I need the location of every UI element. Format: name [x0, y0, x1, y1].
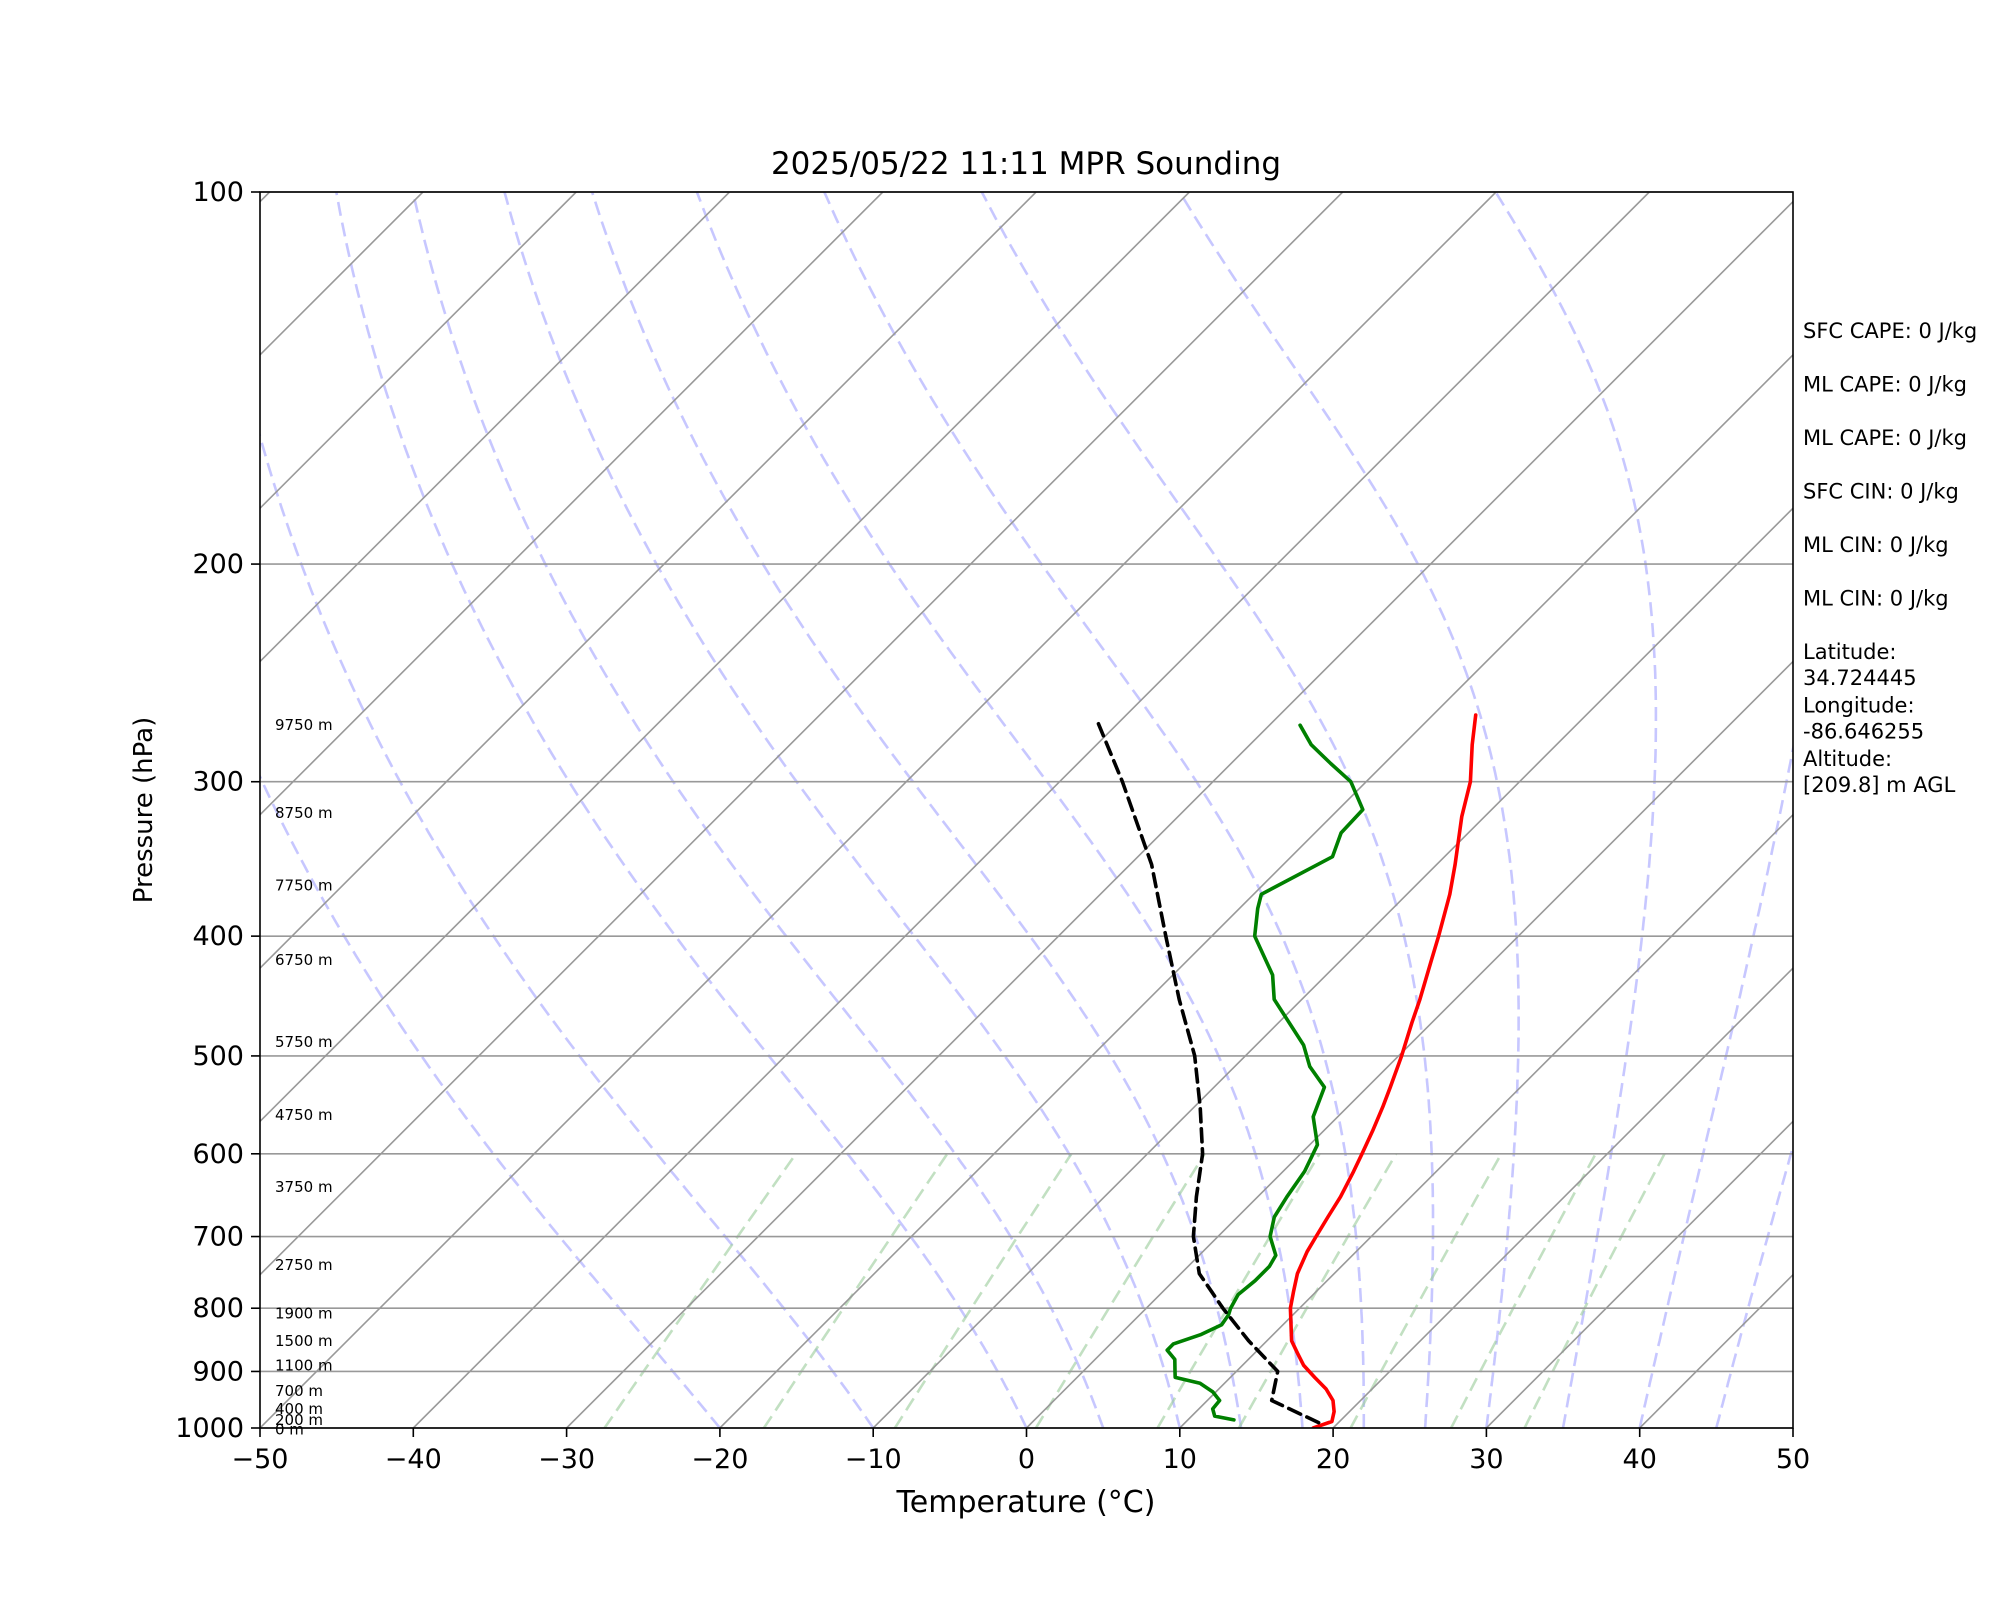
height-label: 4750 m [275, 1106, 333, 1124]
x-tick-label: −10 [845, 1444, 902, 1475]
height-label: 0 m [275, 1421, 304, 1439]
isotherm-line [1025, 660, 1793, 1428]
height-label: 2750 m [275, 1256, 333, 1274]
moist-adiabat [590, 192, 1243, 1428]
height-label: 5750 m [275, 1033, 333, 1051]
height-label: 6750 m [275, 951, 333, 969]
isotherm-line [412, 192, 1650, 1428]
isobar-gridlines [260, 191, 1793, 1429]
x-tick-label: −50 [232, 1444, 289, 1475]
moist-adiabat [695, 192, 1304, 1428]
moist-adiabat [1494, 192, 1658, 1428]
plot-frame [259, 191, 1794, 1429]
mixing-ratio-line [893, 1153, 1073, 1428]
sounding-trace-0 [1288, 713, 1478, 1428]
annotation-text: SFC CIN: 0 J/kg [1803, 480, 1959, 504]
height-labels: 9750 m 8750 m 7750 m 6750 m 5750 m 4750 m 3750… [275, 716, 333, 1438]
height-label: 1100 m [275, 1356, 333, 1374]
y-tick-label: 700 [192, 1222, 244, 1253]
x-axis: −50 −40 −30 −20 −10 0 10 20 30 40 50 [232, 1428, 1810, 1475]
y-tick-label: 300 [192, 767, 244, 798]
isotherm-line [1179, 813, 1793, 1428]
height-label: 400 m [275, 1400, 323, 1418]
x-tick-label: 0 [1018, 1444, 1035, 1475]
annotation-text: ML CIN: 0 J/kg [1803, 587, 1949, 611]
isotherm-line [260, 192, 731, 663]
y-tick-label: 500 [192, 1041, 244, 1072]
x-tick-label: −40 [385, 1444, 442, 1475]
moist-adiabat [335, 192, 1028, 1428]
annotation-value: 34.724445 [1803, 666, 1917, 690]
y-axis: 100 200 300 400 500 600 700 800 900 1000 [175, 177, 260, 1444]
moist-adiabat [260, 773, 721, 1428]
y-tick-label: 200 [192, 549, 244, 580]
mixing-ratio-line [1523, 1153, 1666, 1428]
isotherm-line [719, 353, 1793, 1428]
y-tick-label: 1000 [175, 1413, 244, 1444]
annotation-value: [209.8] m AGL [1803, 773, 1956, 797]
moist-adiabat [1638, 742, 1793, 1428]
moist-adiabat [1715, 1142, 1793, 1428]
chart-title: 2025/05/22 11:11 MPR Sounding [771, 146, 1281, 182]
annotation-text: ML CIN: 0 J/kg [1803, 533, 1949, 557]
annotation-text: ML CAPE: 0 J/kg [1803, 373, 1967, 397]
annotation-value: -86.646255 [1803, 720, 1924, 744]
y-tick-label: 100 [192, 177, 244, 208]
height-label: 8750 m [275, 804, 333, 822]
y-tick-label: 800 [192, 1293, 244, 1324]
y-tick-label: 600 [192, 1139, 244, 1170]
isotherm-line [566, 200, 1793, 1428]
sounding-trace-2 [1096, 721, 1321, 1425]
annotation-text: Latitude: [1803, 640, 1897, 664]
height-label: 3750 m [275, 1178, 333, 1196]
moist-adiabat [980, 192, 1435, 1428]
annotation-text: Altitude: [1803, 747, 1892, 771]
isotherm-line [260, 192, 884, 816]
moist-adiabat [823, 192, 1366, 1428]
isotherm-line [260, 192, 1037, 970]
sounding-annotations: SFC CAPE: 0 J/kg ML CAPE: 0 J/kg ML CAPE: … [1803, 319, 1977, 797]
mixing-ratio-line [1449, 1153, 1597, 1428]
mixing-ratio-line [1034, 1153, 1206, 1428]
isotherm-line [260, 192, 1344, 1276]
x-tick-label: 20 [1316, 1444, 1350, 1475]
mixing-ratio-line [603, 1153, 797, 1428]
annotation-text: Longitude: [1803, 694, 1915, 718]
isotherm-line [260, 192, 577, 510]
sounding-trace-1 [1165, 723, 1365, 1422]
moist-adiabat [260, 431, 875, 1428]
x-tick-label: 50 [1776, 1444, 1810, 1475]
annotation-text: ML CAPE: 0 J/kg [1803, 426, 1967, 450]
isotherm-line [0, 192, 116, 1428]
y-axis-label: Pressure (hPa) [129, 717, 159, 904]
height-label: 1500 m [275, 1332, 333, 1350]
y-tick-label: 900 [192, 1356, 244, 1387]
isotherm-line [872, 507, 1793, 1428]
height-label: 1900 m [275, 1305, 333, 1323]
isotherm-line [260, 192, 1497, 1428]
isotherm-line [1332, 966, 1793, 1428]
annotation-text: SFC CAPE: 0 J/kg [1803, 319, 1977, 343]
x-tick-label: 40 [1623, 1444, 1657, 1475]
sounding-traces [1096, 713, 1478, 1428]
x-tick-label: −30 [538, 1444, 595, 1475]
x-tick-label: −20 [691, 1444, 748, 1475]
height-label: 7750 m [275, 877, 333, 895]
height-label: 700 m [275, 1382, 323, 1400]
moist-adiabat [411, 192, 1105, 1428]
x-tick-label: 10 [1163, 1444, 1197, 1475]
height-label: 9750 m [275, 716, 333, 734]
moist-adiabat [503, 192, 1182, 1428]
isotherm-line [1485, 1120, 1793, 1428]
moist-adiabat [1178, 192, 1520, 1428]
mixing-ratio-line [762, 1153, 949, 1428]
x-axis-label: Temperature (°C) [896, 1485, 1156, 1520]
isotherm-line [260, 192, 1190, 1123]
x-tick-label: 30 [1469, 1444, 1503, 1475]
y-tick-label: 400 [192, 921, 244, 952]
height-label: 200 m [275, 1411, 323, 1429]
